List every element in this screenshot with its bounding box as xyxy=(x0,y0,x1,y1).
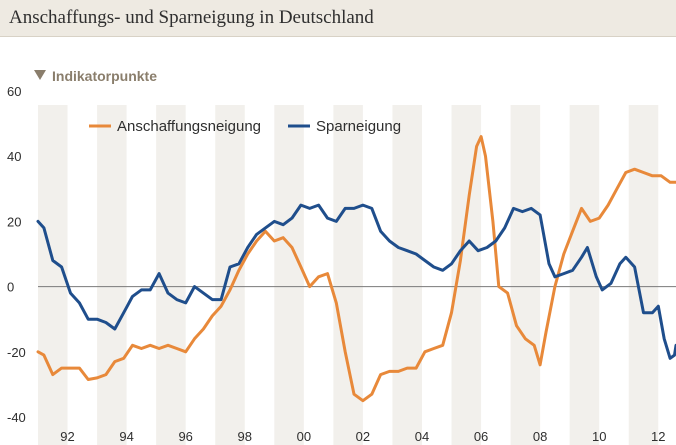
y-tick-label: -20 xyxy=(7,345,26,360)
triangle-marker-icon xyxy=(34,70,46,80)
x-tick-label: 00 xyxy=(297,429,311,444)
x-tick-label: 04 xyxy=(415,429,429,444)
y-tick-label: 20 xyxy=(7,214,21,229)
y-tick-label: -40 xyxy=(7,410,26,425)
y-tick-label: 0 xyxy=(7,280,14,295)
band-2001 xyxy=(333,105,363,445)
legend: Anschaffungsneigung Sparneigung xyxy=(89,118,401,135)
band-2011 xyxy=(628,105,659,445)
series-line-anschaffungsneigung xyxy=(36,135,676,403)
x-tick-label: 06 xyxy=(474,429,488,444)
chart-title: Anschaffungs- und Sparneigung in Deutsch… xyxy=(9,7,374,28)
x-tick-label: 10 xyxy=(592,429,606,444)
y-axis-ticks: 60 40 20 0 -20 -40 xyxy=(7,84,26,425)
band-2003 xyxy=(392,105,422,445)
band-1993 xyxy=(97,105,127,445)
x-tick-label: 02 xyxy=(356,429,370,444)
x-tick-label: 96 xyxy=(178,429,192,444)
x-tick-label: 98 xyxy=(238,429,252,444)
y-tick-label: 40 xyxy=(7,149,21,164)
x-tick-label: 94 xyxy=(119,429,133,444)
y-tick-label: 60 xyxy=(7,84,21,99)
band-1997 xyxy=(215,105,245,445)
y-axis-unit-text: Indikatorpunkte xyxy=(52,68,158,84)
x-axis-ticks: 92 94 96 98 00 02 04 06 08 10 12 xyxy=(60,429,665,444)
series-lines xyxy=(36,135,676,403)
band-1991 xyxy=(38,105,68,445)
x-tick-label: 08 xyxy=(533,429,547,444)
legend-label-sparneigung: Sparneigung xyxy=(316,118,401,135)
background-bands xyxy=(38,105,659,445)
series-line-sparneigung xyxy=(36,203,676,360)
band-1999 xyxy=(274,105,304,445)
legend-label-anschaffungsneigung: Anschaffungsneigung xyxy=(117,118,261,135)
x-tick-label: 92 xyxy=(60,429,74,444)
title-bar: Anschaffungs- und Sparneigung in Deutsch… xyxy=(0,0,676,37)
band-2007 xyxy=(510,105,541,445)
x-tick-label: 12 xyxy=(651,429,665,444)
y-axis-unit-label: Indikatorpunkte xyxy=(34,68,157,84)
